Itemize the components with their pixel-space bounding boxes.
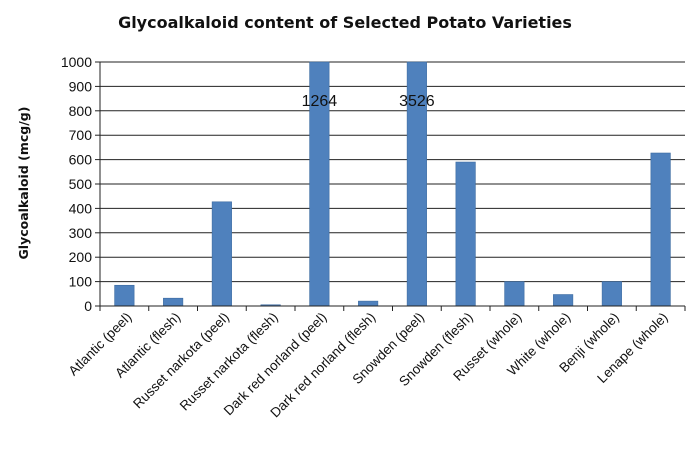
bar — [504, 281, 525, 307]
bar-value-label: 3526 — [399, 93, 435, 110]
bar — [553, 294, 574, 307]
chart-title: Glycoalkaloid content of Selected Potato… — [118, 13, 572, 32]
y-tick-label: 500 — [69, 176, 93, 192]
gridlines — [100, 61, 685, 283]
bar — [650, 152, 671, 307]
y-axis-label: Glycoalkaloid (mcg/g) — [16, 107, 31, 260]
y-tick-label: 900 — [69, 78, 93, 94]
bar — [163, 297, 184, 307]
bar — [211, 201, 232, 307]
x-tick-label: Russet narkota (flesh) — [177, 310, 281, 414]
y-tick-label: 0 — [84, 298, 92, 314]
bar — [358, 300, 379, 307]
y-tick-label: 200 — [69, 249, 93, 265]
y-tick-label: 1000 — [61, 54, 92, 70]
bar-value-label: 1264 — [302, 93, 338, 110]
y-tick-label: 400 — [69, 200, 93, 216]
y-tick-label: 100 — [69, 274, 93, 290]
data-labels: 1264 3526 — [302, 93, 435, 110]
bar — [455, 161, 476, 307]
y-tick-label: 700 — [69, 127, 93, 143]
x-tick-label: Russet narkota (peel) — [130, 310, 232, 412]
y-tick-label: 800 — [69, 103, 93, 119]
x-axis-ticks: Atlantic (peel)Atlantic (flesh)Russet na… — [66, 306, 686, 420]
y-axis-ticks: 0 100 200 300 400 500 600 700 800 900 1000 — [61, 54, 100, 314]
y-tick-label: 300 — [69, 225, 93, 241]
bar — [601, 281, 622, 307]
bar — [114, 284, 135, 307]
y-tick-label: 600 — [69, 152, 93, 168]
